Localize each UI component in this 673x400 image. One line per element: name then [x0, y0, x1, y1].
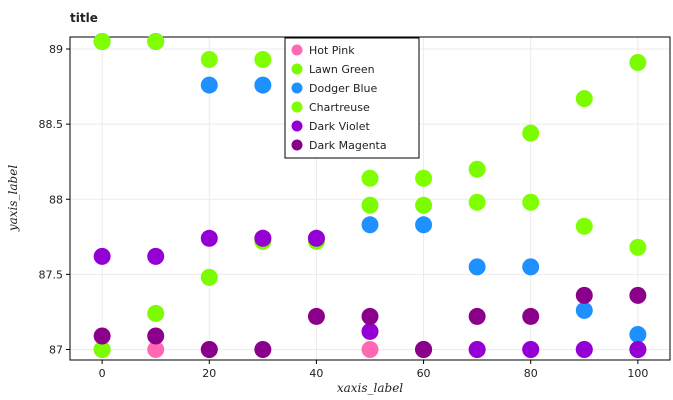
y-tick-label: 87.5 — [39, 268, 64, 281]
point-chartreuse — [522, 193, 540, 211]
legend-marker — [291, 44, 303, 56]
point-lawn-green — [468, 160, 486, 178]
data-points — [93, 33, 647, 358]
point-hot-pink — [361, 340, 379, 358]
series-chartreuse — [93, 33, 647, 256]
legend-marker — [291, 82, 303, 94]
point-chartreuse — [415, 169, 433, 187]
legend-label: Chartreuse — [309, 101, 370, 114]
point-dark-magenta — [468, 307, 486, 325]
point-dark-violet — [200, 229, 218, 247]
point-chartreuse — [629, 238, 647, 256]
point-lawn-green — [415, 196, 433, 214]
point-chartreuse — [361, 169, 379, 187]
y-tick-label: 88 — [49, 193, 63, 206]
legend-marker — [291, 139, 303, 151]
y-tick-label: 88.5 — [39, 118, 64, 131]
x-axis-label: xaxis_label — [337, 381, 403, 395]
x-tick-label: 100 — [627, 367, 648, 380]
point-chartreuse — [147, 33, 165, 51]
legend-label: Lawn Green — [309, 63, 375, 76]
point-dodger-blue — [415, 216, 433, 234]
point-chartreuse — [575, 217, 593, 235]
point-chartreuse — [468, 193, 486, 211]
point-dark-violet — [254, 229, 272, 247]
x-tick-label: 0 — [99, 367, 106, 380]
point-dark-violet — [468, 340, 486, 358]
plot-area — [69, 36, 671, 361]
point-chartreuse — [93, 33, 111, 51]
x-tick-label: 40 — [309, 367, 323, 380]
point-dodger-blue — [468, 258, 486, 276]
point-dark-magenta — [200, 340, 218, 358]
point-dark-magenta — [93, 327, 111, 345]
point-dark-magenta — [147, 327, 165, 345]
series-dark-magenta — [93, 286, 647, 358]
point-lawn-green — [361, 196, 379, 214]
point-dark-magenta — [415, 340, 433, 358]
point-dodger-blue — [254, 76, 272, 94]
point-dark-violet — [629, 340, 647, 358]
y-axis-ticks: 87 87.5 88 88.5 89 — [39, 43, 70, 356]
point-dodger-blue — [522, 258, 540, 276]
point-hot-pink — [147, 340, 165, 358]
point-lawn-green — [522, 124, 540, 142]
point-lawn-green — [93, 340, 111, 358]
y-tick-label: 87 — [49, 343, 63, 356]
series-dark-violet — [93, 229, 647, 358]
x-tick-label: 80 — [524, 367, 538, 380]
y-axis-label: yaxis_label — [6, 165, 20, 232]
legend-label: Dark Magenta — [309, 139, 387, 152]
point-dark-magenta — [575, 286, 593, 304]
point-dark-violet — [307, 229, 325, 247]
point-dark-violet — [147, 247, 165, 265]
point-dark-magenta — [361, 307, 379, 325]
point-lawn-green — [575, 90, 593, 108]
legend-box — [284, 37, 420, 159]
legend-label: Dark Violet — [309, 120, 370, 133]
x-tick-label: 20 — [202, 367, 216, 380]
point-dodger-blue — [575, 301, 593, 319]
point-dark-violet — [361, 322, 379, 340]
point-dodger-blue — [629, 325, 647, 343]
point-lawn-green — [200, 268, 218, 286]
point-dark-violet — [93, 247, 111, 265]
legend-marker — [291, 63, 303, 75]
chart-title: title — [70, 11, 98, 25]
y-tick-label: 89 — [49, 43, 63, 56]
point-dark-magenta — [629, 286, 647, 304]
point-dark-magenta — [254, 340, 272, 358]
legend-label: Hot Pink — [309, 44, 355, 57]
point-dark-violet — [522, 340, 540, 358]
legend-marker — [291, 120, 303, 132]
point-dark-violet — [575, 340, 593, 358]
x-axis-ticks: 0 20 40 60 80 100 — [99, 360, 648, 380]
point-lawn-green — [629, 54, 647, 72]
legend-label: Dodger Blue — [309, 82, 378, 95]
point-dodger-blue — [361, 216, 379, 234]
legend-marker — [291, 101, 303, 113]
legend: Hot Pink Lawn Green Dodger Blue Chartreuse D… — [284, 37, 420, 159]
point-dodger-blue — [200, 76, 218, 94]
point-dark-magenta — [522, 307, 540, 325]
point-chartreuse — [200, 51, 218, 69]
point-dark-magenta — [307, 307, 325, 325]
point-chartreuse — [254, 51, 272, 69]
point-lawn-green — [147, 304, 165, 322]
x-tick-label: 60 — [417, 367, 431, 380]
